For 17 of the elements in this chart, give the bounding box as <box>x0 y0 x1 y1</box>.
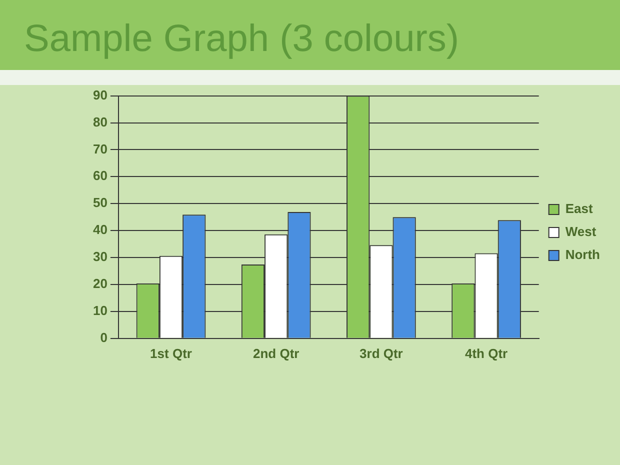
y-tick-label: 50 <box>92 195 108 210</box>
y-tick-label: 0 <box>100 330 108 345</box>
x-tick-label: 3rd Qtr <box>360 346 403 361</box>
y-tick-label: 10 <box>92 303 108 318</box>
x-tick-label: 1st Qtr <box>150 346 192 361</box>
y-tick-label: 30 <box>92 249 108 264</box>
y-tick-label: 20 <box>92 276 108 292</box>
y-tick-label: 40 <box>92 222 108 238</box>
y-tick-label: 90 <box>92 87 108 102</box>
y-tick-label: 70 <box>92 141 108 156</box>
y-tick-label: 80 <box>92 114 108 130</box>
legend-label: North <box>565 247 600 262</box>
legend-label: West <box>565 224 597 240</box>
y-tick-label: 60 <box>92 168 108 184</box>
legend-label: East <box>565 201 594 216</box>
x-tick-label: 2nd Qtr <box>252 346 300 361</box>
x-tick-label: 4th Qtr <box>464 346 508 361</box>
